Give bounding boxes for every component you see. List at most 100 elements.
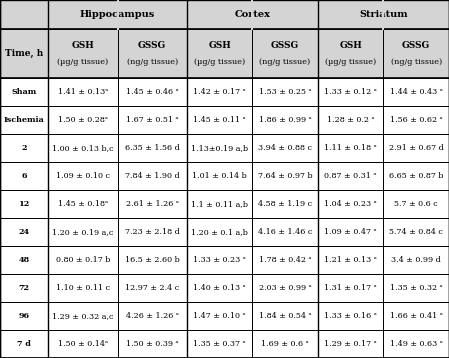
Bar bbox=[252, 134, 318, 162]
Bar bbox=[187, 162, 252, 190]
Bar bbox=[48, 0, 187, 29]
Bar bbox=[187, 78, 252, 106]
Bar bbox=[318, 29, 383, 78]
Text: Sham: Sham bbox=[12, 88, 37, 96]
Text: Time, h: Time, h bbox=[5, 49, 44, 58]
Text: 1.20 ± 0.1 a,b: 1.20 ± 0.1 a,b bbox=[191, 228, 248, 236]
Bar bbox=[252, 29, 318, 78]
Bar bbox=[187, 29, 252, 78]
Text: 3.94 ± 0.88 c: 3.94 ± 0.88 c bbox=[258, 144, 312, 152]
Text: 0.87 ± 0.31 ᵃ: 0.87 ± 0.31 ᵃ bbox=[325, 172, 377, 180]
Bar bbox=[252, 218, 318, 246]
Bar bbox=[48, 134, 118, 162]
Bar bbox=[252, 302, 318, 330]
Bar bbox=[383, 190, 449, 218]
Bar bbox=[252, 78, 318, 106]
Bar bbox=[118, 218, 187, 246]
Text: 1.67 ± 0.51 ᵃ: 1.67 ± 0.51 ᵃ bbox=[126, 116, 179, 124]
Text: 0.80 ± 0.17 b: 0.80 ± 0.17 b bbox=[56, 256, 110, 264]
Text: 1.29 ± 0.17 ᵃ: 1.29 ± 0.17 ᵃ bbox=[324, 340, 377, 348]
Text: 1.78 ± 0.42 ᵃ: 1.78 ± 0.42 ᵃ bbox=[259, 256, 312, 264]
Text: 2.03 ± 0.99 ᵃ: 2.03 ± 0.99 ᵃ bbox=[259, 284, 312, 292]
Text: 96: 96 bbox=[19, 312, 30, 320]
Bar bbox=[383, 218, 449, 246]
Bar bbox=[187, 134, 252, 162]
Bar bbox=[187, 29, 252, 78]
Bar bbox=[118, 302, 187, 330]
Text: GSH: GSH bbox=[208, 41, 231, 50]
Bar bbox=[0, 302, 48, 330]
Bar bbox=[118, 246, 187, 274]
Bar bbox=[252, 302, 318, 330]
Text: 12: 12 bbox=[18, 200, 30, 208]
Bar bbox=[318, 302, 383, 330]
Bar bbox=[187, 302, 252, 330]
Text: 1.28 ± 0.2 ᵃ: 1.28 ± 0.2 ᵃ bbox=[327, 116, 374, 124]
Bar bbox=[0, 190, 48, 218]
Text: 1.29 ± 0.32 a,c: 1.29 ± 0.32 a,c bbox=[53, 312, 114, 320]
Bar bbox=[252, 29, 318, 78]
Bar bbox=[48, 162, 118, 190]
Text: 7 d: 7 d bbox=[18, 340, 31, 348]
Bar bbox=[0, 162, 48, 190]
Bar bbox=[252, 162, 318, 190]
Bar bbox=[383, 29, 449, 78]
Text: 1.86 ± 0.99 ᵃ: 1.86 ± 0.99 ᵃ bbox=[259, 116, 312, 124]
Bar bbox=[383, 78, 449, 106]
Bar bbox=[187, 78, 252, 106]
Text: 2.61 ± 1.26 ᵃ: 2.61 ± 1.26 ᵃ bbox=[126, 200, 179, 208]
Text: 5.7 ± 0.6 c: 5.7 ± 0.6 c bbox=[394, 200, 438, 208]
Bar bbox=[118, 274, 187, 302]
Text: (µg/g tissue): (µg/g tissue) bbox=[194, 58, 245, 67]
Bar bbox=[48, 302, 118, 330]
Bar bbox=[187, 134, 252, 162]
Text: Striatum: Striatum bbox=[359, 10, 408, 19]
Bar bbox=[0, 190, 48, 218]
Bar bbox=[118, 162, 187, 190]
Bar bbox=[0, 274, 48, 302]
Text: 48: 48 bbox=[19, 256, 30, 264]
Text: GSH: GSH bbox=[72, 41, 94, 50]
Bar bbox=[252, 106, 318, 134]
Text: 6.65 ± 0.87 b: 6.65 ± 0.87 b bbox=[389, 172, 444, 180]
Text: 1.09 ± 0.10 c: 1.09 ± 0.10 c bbox=[56, 172, 110, 180]
Bar bbox=[48, 330, 118, 358]
Bar bbox=[48, 78, 118, 106]
Bar bbox=[318, 218, 383, 246]
Text: (ng/g tissue): (ng/g tissue) bbox=[260, 58, 311, 67]
Bar bbox=[252, 190, 318, 218]
Text: 1.50 ± 0.14ᵃ: 1.50 ± 0.14ᵃ bbox=[58, 340, 108, 348]
Bar bbox=[187, 190, 252, 218]
Bar bbox=[252, 78, 318, 106]
Bar bbox=[0, 218, 48, 246]
Text: 6.35 ± 1.56 d: 6.35 ± 1.56 d bbox=[125, 144, 180, 152]
Bar bbox=[118, 29, 187, 78]
Bar bbox=[318, 134, 383, 162]
Bar bbox=[318, 330, 383, 358]
Text: 1.33 ± 0.16 ᵃ: 1.33 ± 0.16 ᵃ bbox=[324, 312, 377, 320]
Text: 1.11 ± 0.18 ᵃ: 1.11 ± 0.18 ᵃ bbox=[324, 144, 377, 152]
Bar bbox=[383, 162, 449, 190]
Bar bbox=[318, 246, 383, 274]
Bar bbox=[48, 218, 118, 246]
Bar bbox=[118, 106, 187, 134]
Text: 1.04 ± 0.23 ᵃ: 1.04 ± 0.23 ᵃ bbox=[324, 200, 377, 208]
Text: 5.74 ± 0.84 c: 5.74 ± 0.84 c bbox=[389, 228, 443, 236]
Bar bbox=[0, 274, 48, 302]
Bar bbox=[383, 190, 449, 218]
Bar bbox=[118, 190, 187, 218]
Bar bbox=[318, 274, 383, 302]
Text: 1.33 ± 0.23 ᵃ: 1.33 ± 0.23 ᵃ bbox=[193, 256, 246, 264]
Bar bbox=[48, 274, 118, 302]
Bar bbox=[318, 106, 383, 134]
Bar bbox=[252, 246, 318, 274]
Bar bbox=[252, 246, 318, 274]
Text: GSSG: GSSG bbox=[138, 41, 166, 50]
Bar bbox=[118, 330, 187, 358]
Bar bbox=[0, 106, 48, 134]
Bar bbox=[118, 274, 187, 302]
Bar bbox=[383, 106, 449, 134]
Text: GSH: GSH bbox=[339, 41, 362, 50]
Bar bbox=[48, 106, 118, 134]
Bar bbox=[383, 218, 449, 246]
